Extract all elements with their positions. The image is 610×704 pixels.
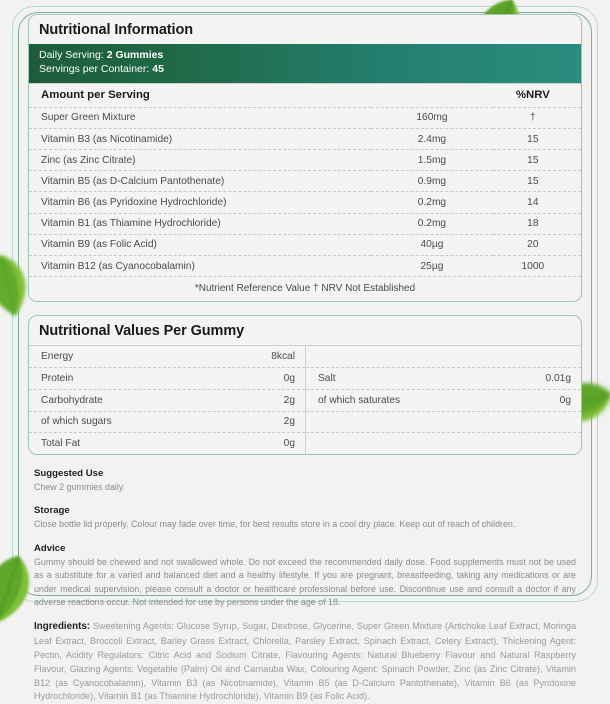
per-gummy-value: 0g <box>283 372 295 384</box>
nutrient-nrv: 20 <box>527 239 539 251</box>
list-item: Protein 0g <box>29 368 305 390</box>
nutrient-nrv: 15 <box>527 133 539 145</box>
nutrient-name: Vitamin B5 (as D-Calcium Pantothenate) <box>41 175 225 187</box>
table-header-row: Amount per Serving %NRV <box>29 82 581 108</box>
list-item: of which sugars 2g <box>29 412 305 434</box>
servings-per-container-line: Servings per Container: 45 <box>39 63 571 77</box>
per-gummy-value: 2g <box>283 416 295 428</box>
servings-per-container-label: Servings per Container: <box>39 62 150 75</box>
per-gummy-value: 2g <box>283 394 295 406</box>
ingredients-body: Sweetening Agents: Glucose Syrup, Sugar,… <box>34 621 576 702</box>
advice-heading: Advice <box>34 542 66 554</box>
per-gummy-label: Protein <box>41 372 74 384</box>
nutritional-information-title: Nutritional Information <box>39 22 193 38</box>
nutrient-table-head: Amount per Serving %NRV <box>29 82 581 108</box>
per-gummy-left-column: Energy 8kcal Protein 0g Carbohydrate 2g of whi… <box>29 346 305 454</box>
table-row: Vitamin B6 (as Pyridoxine Hydrochloride)… <box>29 191 581 213</box>
nutrient-amount: 0.9mg <box>417 175 447 187</box>
per-gummy-label <box>318 351 321 362</box>
per-gummy-value: 0g <box>559 394 571 406</box>
nutrient-name: Vitamin B6 (as Pyridoxine Hydrochloride) <box>41 197 227 209</box>
per-gummy-label: of which sugars <box>41 416 112 428</box>
daily-serving-label: Daily Serving: <box>39 49 104 61</box>
nutrient-nrv: 15 <box>527 175 539 187</box>
nutrient-nrv: 18 <box>527 218 539 230</box>
daily-serving-line: Daily Serving: 2 Gummies <box>39 49 571 63</box>
nutrient-amount: 160mg <box>416 112 448 124</box>
nutrient-amount: 0.2mg <box>417 197 447 209</box>
nutritional-information-card: Nutritional Information Daily Serving: 2… <box>28 14 582 303</box>
suggested-use-heading: Suggested Use <box>34 468 104 480</box>
per-gummy-title: Nutritional Values Per Gummy <box>39 323 245 340</box>
table-row: Vitamin B9 (as Folic Acid) 40µg 20 <box>29 234 581 255</box>
per-gummy-value: 0.01g <box>545 372 572 384</box>
per-gummy-value <box>568 351 571 362</box>
per-gummy-right-column: Salt 0.01g of which saturates 0g <box>305 346 581 455</box>
column-header-amount-per-serving: Amount per Serving <box>29 82 372 108</box>
nutrient-name: Vitamin B12 (as Cyanocobalamin) <box>41 260 195 272</box>
nutrient-nrv: † <box>530 112 536 124</box>
list-item: of which saturates 0g <box>306 390 581 412</box>
nutrient-nrv: 15 <box>527 154 539 166</box>
advice-body: Gummy should be chewed and not swallowed… <box>34 556 576 607</box>
table-row: Vitamin B5 (as D-Calcium Pantothenate) 0.… <box>29 170 581 192</box>
per-gummy-label <box>318 416 321 427</box>
nutrient-name: Vitamin B3 (as Nicotinamide) <box>41 133 173 145</box>
nutrient-nrv: 1000 <box>521 260 545 272</box>
per-gummy-value <box>568 416 571 427</box>
per-gummy-label: Salt <box>318 372 336 384</box>
prose-sections: Suggested Use Chew 2 gummies daily. Stor… <box>28 468 582 704</box>
nutrient-name: Zinc (as Zinc Citrate) <box>41 154 136 166</box>
table-row: Zinc (as Zinc Citrate) 1.5mg 15 <box>29 149 581 171</box>
table-row: Super Green Mixture 160mg † <box>29 107 581 128</box>
per-gummy-grid: Energy 8kcal Protein 0g Carbohydrate 2g of whi… <box>29 345 581 455</box>
column-header-nrv: %NRV <box>492 82 581 108</box>
ingredients-label: Ingredients: <box>34 621 91 633</box>
nutrient-amount: 2.4mg <box>417 133 447 145</box>
nutritional-values-per-gummy-card: Nutritional Values Per Gummy Energy 8kcal… <box>28 315 582 456</box>
nutrient-amount: 0.2mg <box>417 218 447 230</box>
per-gummy-value <box>568 438 571 449</box>
nutrient-amount: 25µg <box>420 260 444 272</box>
servings-per-container-value: 45 <box>152 62 164 75</box>
table-row: Vitamin B3 (as Nicotinamide) 2.4mg 15 <box>29 128 581 149</box>
nutrient-table: Amount per Serving %NRV Super Green Mixt… <box>29 82 581 277</box>
storage-heading: Storage <box>34 505 70 517</box>
ingredients-paragraph: Ingredients: Sweetening Agents: Glucose … <box>34 620 576 704</box>
nutrient-nrv: 14 <box>527 197 539 209</box>
table-row: Vitamin B12 (as Cyanocobalamin) 25µg 1000 <box>29 255 581 277</box>
nutrient-name: Super Green Mixture <box>41 112 136 124</box>
table-row: Vitamin B1 (as Thiamine Hydrochloride) 0.… <box>29 213 581 234</box>
nutrient-footnote: *Nutrient Reference Value † NRV Not Esta… <box>29 276 581 301</box>
per-gummy-value: 8kcal <box>271 351 295 363</box>
per-gummy-label: of which saturates <box>318 394 401 406</box>
list-item: Energy 8kcal <box>29 346 305 368</box>
suggested-use-body: Chew 2 gummies daily. <box>34 482 126 493</box>
per-gummy-label: Carbohydrate <box>41 394 103 406</box>
list-item: Carbohydrate 2g <box>29 390 305 412</box>
daily-serving-value: 2 Gummies <box>106 49 164 61</box>
list-item: Total Fat 0g <box>29 433 305 454</box>
list-item <box>306 412 581 434</box>
list-item <box>306 433 581 454</box>
storage-body: Close bottle lid properly. Colour may fa… <box>34 519 516 530</box>
list-item <box>306 346 581 368</box>
nutrient-amount: 40µg <box>420 239 444 251</box>
nutrient-table-body: Super Green Mixture 160mg † Vitamin B3 (as … <box>29 107 581 276</box>
nutrient-name: Vitamin B9 (as Folic Acid) <box>41 239 157 251</box>
list-item: Salt 0.01g <box>306 368 581 390</box>
column-header-amount <box>371 82 493 108</box>
per-gummy-label <box>318 438 321 449</box>
nutrient-name: Vitamin B1 (as Thiamine Hydrochloride) <box>41 218 221 230</box>
serving-band: Daily Serving: 2 Gummies Servings per Co… <box>29 44 581 83</box>
per-gummy-value: 0g <box>283 438 295 450</box>
per-gummy-label: Energy <box>41 351 74 363</box>
nutrient-amount: 1.5mg <box>417 154 447 166</box>
per-gummy-label: Total Fat <box>41 438 81 450</box>
